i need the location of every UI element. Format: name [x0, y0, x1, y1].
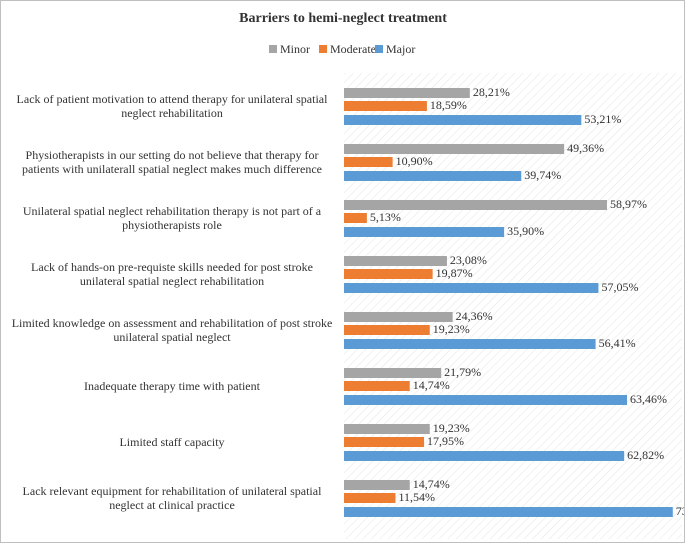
value-label: 23,08%	[450, 253, 487, 267]
category-label: Physiotherapists in our setting do not b…	[22, 148, 322, 176]
bar	[344, 424, 430, 434]
bar	[344, 115, 582, 125]
bar	[344, 325, 430, 335]
bar	[344, 381, 410, 391]
legend-label: Minor	[280, 42, 310, 56]
bar	[344, 507, 673, 517]
chart-title: Barriers to hemi-neglect treatment	[239, 11, 447, 26]
bar	[344, 101, 427, 111]
value-label: 19,23%	[433, 322, 470, 336]
bar	[344, 171, 522, 181]
value-label: 39,74%	[524, 168, 561, 182]
value-label: 53,21%	[584, 112, 621, 126]
bar	[344, 88, 470, 98]
bar	[344, 227, 505, 237]
value-label: 11,54%	[398, 490, 435, 504]
bar	[344, 213, 367, 223]
category-label: Limited knowledge on assessment and reha…	[11, 316, 333, 344]
bar	[344, 493, 396, 503]
value-label: 35,90%	[507, 224, 544, 238]
value-label: 14,74%	[413, 477, 450, 491]
value-label: 73,72%	[676, 504, 684, 518]
bar	[344, 437, 425, 447]
value-label: 19,23%	[433, 421, 470, 435]
category-label: Lack relevant equipment for rehabilitati…	[22, 484, 322, 512]
bar	[344, 395, 628, 405]
bar	[344, 269, 433, 279]
bar	[344, 283, 599, 293]
value-label: 24,36%	[456, 309, 493, 323]
legend-swatch	[375, 45, 383, 53]
bar	[344, 312, 453, 322]
value-label: 14,74%	[413, 378, 450, 392]
category-label: Limited staff capacity	[119, 435, 225, 449]
value-label: 58,97%	[610, 197, 647, 211]
value-label: 56,41%	[599, 336, 636, 350]
value-label: 62,82%	[627, 448, 664, 462]
bar	[344, 256, 447, 266]
legend-swatch	[319, 45, 327, 53]
bar	[344, 368, 442, 378]
bar	[344, 480, 410, 490]
bar	[344, 200, 608, 210]
value-label: 21,79%	[444, 365, 481, 379]
value-label: 10,90%	[396, 154, 433, 168]
plot-background	[344, 73, 682, 539]
category-label: Inadequate therapy time with patient	[84, 379, 260, 393]
value-label: 17,95%	[427, 434, 464, 448]
legend-label: Major	[386, 42, 415, 56]
category-label: Lack of hands-on pre-requiste skills nee…	[31, 260, 313, 288]
bar	[344, 157, 393, 167]
value-label: 18,59%	[430, 98, 467, 112]
bar	[344, 451, 625, 461]
category-label: Lack of patient motivation to attend the…	[16, 92, 328, 120]
bar	[344, 144, 565, 154]
value-label: 28,21%	[473, 85, 510, 99]
value-label: 19,87%	[436, 266, 473, 280]
value-label: 49,36%	[567, 141, 604, 155]
bar	[344, 339, 596, 349]
value-label: 57,05%	[601, 280, 638, 294]
legend-label: Moderate	[330, 42, 376, 56]
legend-swatch	[269, 45, 277, 53]
value-label: 5,13%	[370, 210, 401, 224]
category-label: Unilateral spatial neglect rehabilitatio…	[22, 204, 322, 232]
value-label: 63,46%	[630, 392, 667, 406]
